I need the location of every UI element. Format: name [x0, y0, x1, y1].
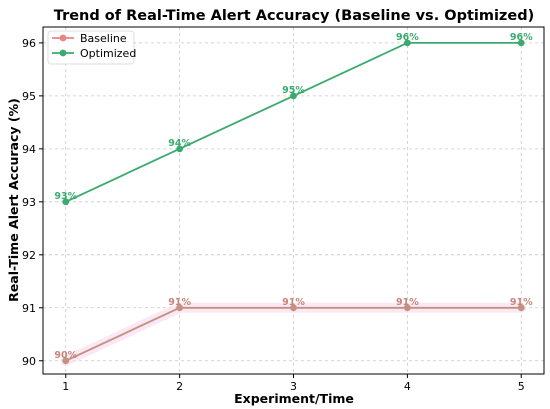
data-label: 91%	[510, 297, 533, 308]
data-point	[176, 145, 184, 153]
y-tick-label: 91	[22, 302, 36, 315]
series-optimized: 93% 94% 95% 96% 96%	[54, 32, 533, 206]
data-label: 91%	[396, 297, 419, 308]
legend-item: Baseline	[52, 32, 127, 45]
y-tick-label: 96	[22, 37, 36, 50]
y-axis-label: Real-Time Alert Accuracy (%)	[6, 98, 21, 302]
data-point	[403, 39, 411, 47]
data-label: 95%	[282, 85, 305, 96]
x-tick-label: 2	[176, 380, 183, 393]
data-label: 94%	[168, 138, 191, 149]
plot-frame	[42, 26, 545, 375]
data-point	[517, 39, 525, 47]
data-point	[290, 304, 297, 312]
legend-marker	[59, 34, 67, 42]
data-point	[62, 357, 70, 365]
data-label: 91%	[282, 297, 305, 308]
data-point	[403, 304, 411, 312]
data-label: 96%	[396, 32, 419, 43]
x-tick-label: 3	[290, 380, 297, 393]
x-tick-label: 1	[62, 380, 69, 393]
legend-marker	[59, 49, 67, 57]
y-tick-label: 92	[22, 249, 36, 262]
data-point	[290, 92, 297, 100]
x-tick-label: 5	[518, 380, 525, 393]
legend-label: Baseline	[80, 32, 127, 45]
data-point	[517, 304, 525, 312]
series-layer: 90% 91% 91% 91% 91% 93% 94% 95% 96% 96%	[54, 32, 533, 366]
y-tick-label: 94	[22, 143, 36, 156]
legend-label: Optimized	[80, 47, 136, 60]
x-ticks: 1 2 3 4 5	[62, 374, 525, 393]
x-axis-label: Experiment/Time	[234, 391, 354, 406]
series-baseline: 90% 91% 91% 91% 91%	[54, 297, 533, 366]
legend: Baseline Optimized	[47, 30, 136, 65]
x-tick-label: 4	[404, 380, 411, 393]
data-label: 93%	[54, 191, 77, 202]
data-label: 96%	[510, 32, 533, 43]
y-tick-label: 90	[22, 355, 36, 368]
data-label: 91%	[168, 297, 191, 308]
y-tick-label: 93	[22, 196, 36, 209]
y-ticks: 90 91 92 93 94 95 96	[22, 37, 43, 368]
legend-item: Optimized	[52, 47, 136, 60]
legend-box	[47, 30, 135, 65]
grid	[43, 27, 544, 374]
y-tick-label: 95	[22, 90, 36, 103]
chart-title: Trend of Real-Time Alert Accuracy (Basel…	[54, 8, 534, 24]
data-point	[176, 304, 184, 312]
data-point	[62, 198, 70, 206]
data-label: 90%	[54, 350, 77, 361]
